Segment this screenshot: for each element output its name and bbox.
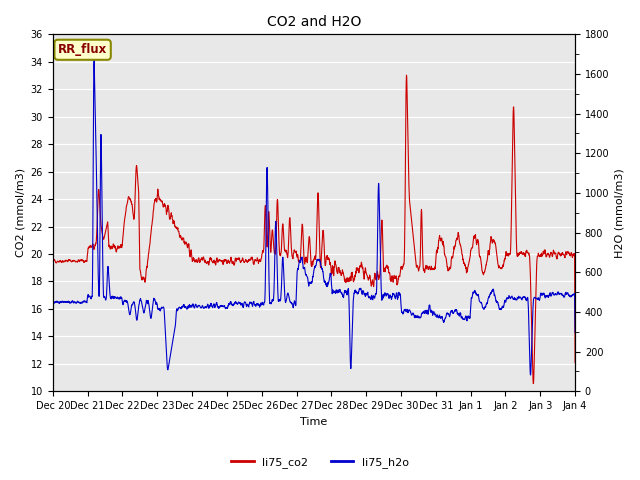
X-axis label: Time: Time (300, 417, 328, 427)
Legend: li75_co2, li75_h2o: li75_co2, li75_h2o (227, 452, 413, 472)
Y-axis label: CO2 (mmol/m3): CO2 (mmol/m3) (15, 168, 25, 257)
Y-axis label: H2O (mmol/m3): H2O (mmol/m3) (615, 168, 625, 258)
Title: CO2 and H2O: CO2 and H2O (267, 15, 361, 29)
Text: RR_flux: RR_flux (58, 43, 108, 56)
